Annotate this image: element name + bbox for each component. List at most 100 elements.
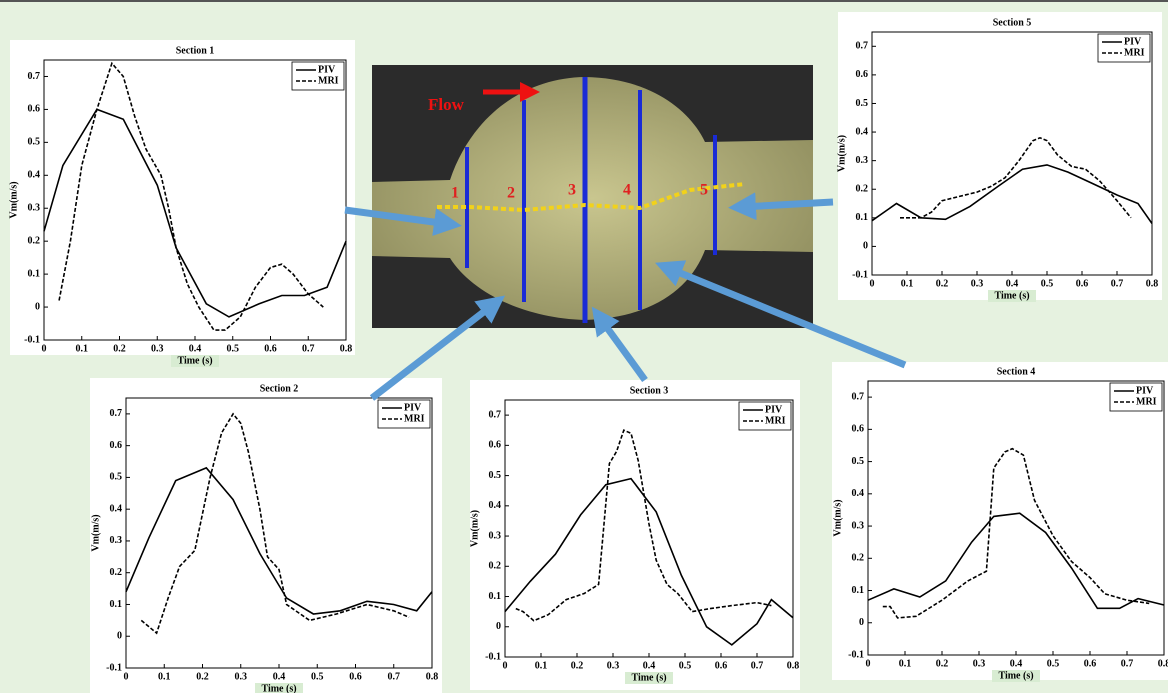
y-tick-label: 0 [117, 631, 122, 642]
y-tick-label: 0.2 [856, 184, 869, 195]
y-axis-label: Vm(m/s) [832, 499, 843, 536]
x-tick-label: 0.1 [158, 671, 171, 682]
y-tick-label: 0.6 [856, 69, 869, 80]
legend-label: PIV [765, 404, 783, 415]
y-axis-label: Vm(m/s) [90, 514, 101, 551]
legend-label: MRI [404, 413, 425, 424]
y-tick-label: 0.2 [28, 235, 41, 246]
data-line [125, 466, 433, 615]
x-tick-label: 0.2 [196, 671, 209, 682]
x-tick-label: 0.8 [426, 671, 439, 682]
y-tick-label: 0.3 [852, 520, 865, 531]
x-tick-label: 0.6 [349, 671, 362, 682]
x-tick-label: 0.4 [273, 671, 286, 682]
y-axis-label: Vm(m/s) [469, 510, 480, 547]
chart-title: Section 2 [260, 383, 299, 394]
y-tick-label: -0.1 [24, 334, 40, 345]
legend-box [1109, 382, 1163, 412]
time-label-bg [625, 672, 673, 684]
y-tick-label: 0.3 [110, 535, 123, 546]
x-tick-label: 0 [866, 658, 871, 669]
x-axis-label: Time (s) [177, 355, 212, 366]
legend-label: MRI [318, 75, 339, 86]
y-tick-label: 0.1 [28, 268, 41, 279]
x-tick-label: 0.7 [751, 660, 764, 671]
time-label-bg [171, 355, 219, 367]
legend-box [738, 401, 792, 431]
data-line [900, 136, 1132, 219]
chart-title: Section 3 [630, 385, 669, 396]
pointer-arrow [655, 260, 907, 369]
x-tick-label: 0.8 [340, 343, 353, 354]
section-number: 3 [568, 182, 576, 199]
x-tick-label: 0 [124, 671, 129, 682]
y-tick-label: 0.5 [489, 470, 502, 481]
x-tick-label: 0.6 [1076, 278, 1089, 289]
centerline [437, 182, 746, 213]
data-line [140, 412, 410, 635]
x-tick-label: 0.6 [1084, 658, 1097, 669]
pointer-arrow [591, 306, 648, 383]
x-axis-label: Time (s) [261, 683, 296, 693]
x-tick-label: 0.3 [235, 671, 248, 682]
x-tick-label: 0.2 [936, 658, 949, 669]
pointer-arrow [728, 192, 834, 221]
y-tick-label: -0.1 [852, 269, 868, 280]
x-tick-label: 0.3 [607, 660, 620, 671]
data-line [58, 61, 324, 331]
y-tick-label: 0.4 [852, 488, 865, 499]
legend-label: PIV [318, 64, 336, 75]
y-tick-label: 0.4 [28, 170, 41, 181]
plot-frame [504, 399, 794, 658]
x-tick-label: 0 [42, 343, 47, 354]
legend-label: MRI [765, 415, 786, 426]
y-tick-label: 0.5 [856, 98, 869, 109]
y-axis-label: Vm(m/s) [8, 181, 19, 218]
x-tick-label: 0.2 [936, 278, 949, 289]
x-tick-label: 0.3 [973, 658, 986, 669]
y-tick-label: 0.7 [489, 409, 502, 420]
section-number: 4 [623, 182, 631, 199]
y-tick-label: 0.6 [28, 104, 41, 115]
section-number: 2 [507, 185, 515, 202]
y-tick-label: 0.4 [856, 126, 869, 137]
x-tick-label: 0.4 [1006, 278, 1019, 289]
section-number: 1 [451, 185, 459, 202]
y-tick-label: 0.2 [489, 561, 502, 572]
chart-panel [832, 362, 1168, 680]
legend-box [377, 399, 431, 429]
y-tick-label: 0 [496, 621, 501, 632]
x-axis-label: Time (s) [631, 672, 666, 683]
plot-frame [125, 397, 433, 669]
chart-title: Section 4 [997, 366, 1036, 377]
x-tick-label: 0.2 [113, 343, 126, 354]
x-tick-label: 0.1 [899, 658, 912, 669]
y-tick-label: 0.1 [852, 585, 865, 596]
y-tick-label: 0.6 [110, 440, 123, 451]
x-tick-label: 0.1 [76, 343, 89, 354]
x-tick-label: 0.6 [264, 343, 277, 354]
y-axis-label: Vm(m/s) [836, 135, 847, 172]
x-tick-label: 0.8 [787, 660, 800, 671]
y-tick-label: -0.1 [106, 662, 122, 673]
x-axis-label: Time (s) [998, 670, 1033, 681]
flow-image: Flow 1 2 3 4 5 [372, 65, 813, 328]
y-tick-label: 0.4 [489, 500, 502, 511]
chart-title: Section 5 [993, 17, 1032, 28]
y-tick-label: 0.7 [110, 408, 123, 419]
y-tick-label: 0.1 [489, 591, 502, 602]
chart-panel [10, 40, 355, 355]
flow-label: Flow [428, 95, 465, 114]
x-tick-label: 0.6 [715, 660, 728, 671]
y-tick-label: 0.5 [110, 472, 123, 483]
y-tick-label: 0.6 [489, 440, 502, 451]
time-label-bg [988, 290, 1036, 302]
legend-label: PIV [1136, 385, 1154, 396]
x-tick-label: 0.3 [971, 278, 984, 289]
x-axis-label: Time (s) [994, 290, 1029, 301]
y-tick-label: 0.3 [856, 155, 869, 166]
x-tick-label: 0 [870, 278, 875, 289]
chart: Section 10 0.1 0.2 0.3 0.4 0.5 0.6 0.7 0.8-0.100… [8, 40, 355, 367]
x-tick-label: 0.8 [1146, 278, 1159, 289]
x-tick-label: 0.4 [1010, 658, 1023, 669]
